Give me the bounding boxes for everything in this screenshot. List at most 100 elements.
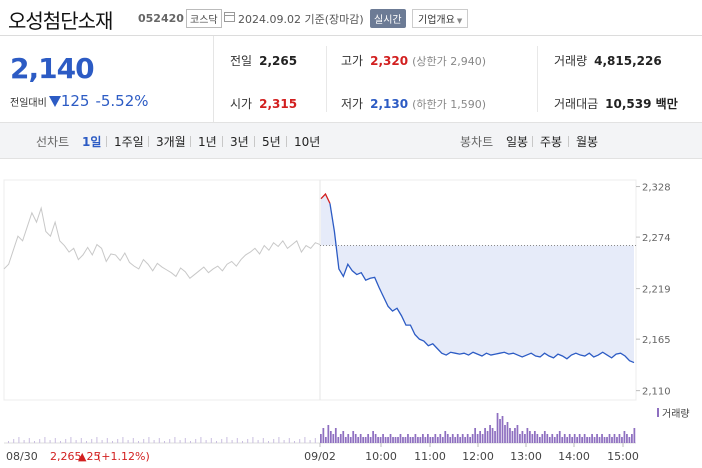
stat-label: 저가: [341, 97, 364, 111]
volume-bar: [481, 434, 484, 443]
volume-bar: [529, 431, 531, 443]
volume-bar: [75, 440, 77, 443]
volume-bar: [397, 437, 399, 443]
x-tick-label: 10:00: [365, 450, 397, 463]
volume-bar: [8, 441, 9, 443]
volume-bar: [546, 434, 549, 443]
x-tick-label: 11:00: [414, 450, 446, 463]
volume-bar: [221, 439, 223, 443]
volume-bar: [226, 437, 228, 443]
tab-3m[interactable]: 3개월: [156, 135, 186, 149]
volume-bar: [444, 431, 447, 443]
stat-trade-value: 거래대금 10,539 백만: [554, 95, 678, 112]
stat-value: 4,815,226: [594, 54, 662, 68]
stat-prev-close: 전일 2,265: [230, 52, 297, 69]
volume-bar: [449, 437, 452, 443]
volume-bar: [516, 425, 519, 443]
volume-bar: [337, 437, 340, 443]
volume-bar: [558, 431, 561, 443]
volume-bar: [469, 437, 472, 443]
volume-bar: [399, 434, 402, 443]
volume-bar: [200, 437, 202, 443]
volume-bar: [369, 437, 372, 443]
volume-bar: [44, 437, 46, 443]
tab-daily[interactable]: 일봉: [506, 135, 529, 149]
tab-10y[interactable]: 10년: [294, 135, 321, 149]
volume-bar: [566, 437, 569, 443]
volume-bar: [205, 440, 207, 443]
volume-bar: [543, 431, 546, 443]
volume-bar: [628, 437, 631, 443]
tab-monthly[interactable]: 월봉: [576, 135, 599, 149]
volume-bar: [252, 437, 254, 443]
volume-bar: [231, 440, 233, 443]
volume-bar: [598, 437, 601, 443]
volume-bar: [509, 428, 511, 443]
footer-prev-percent: (+1.12%): [97, 450, 150, 463]
stat-label: 고가: [341, 54, 364, 68]
stat-label: 거래량: [554, 54, 588, 68]
volume-bar: [556, 434, 559, 443]
volume-bar: [459, 437, 462, 443]
stat-value: 2,315: [259, 97, 298, 111]
volume-legend-swatch: [657, 408, 659, 417]
tab-1d[interactable]: 1일: [82, 135, 102, 149]
volume-bar: [54, 438, 56, 443]
volume-bar: [49, 440, 51, 443]
volume-bar: [611, 437, 613, 443]
volume-bar: [601, 434, 603, 443]
volume-bar: [362, 437, 365, 443]
volume-bar: [573, 434, 576, 443]
volume-bar: [593, 437, 596, 443]
volume-bar: [633, 428, 636, 443]
volume-bar: [112, 441, 113, 443]
tab-weekly[interactable]: 주봉: [540, 135, 563, 149]
volume-bar: [454, 437, 457, 443]
footer-prev-price: 2,265: [50, 450, 82, 463]
volume-bar: [591, 434, 593, 443]
volume-bar: [349, 437, 352, 443]
tab-3y[interactable]: 3년: [230, 135, 249, 149]
today-up-segment: [320, 192, 331, 204]
price-summary: 2,140 전일대비 125 -5.52% 전일 2,265 시가 2,315 고가 2,…: [0, 36, 702, 122]
realtime-badge[interactable]: 실시간: [370, 9, 406, 28]
volume-bar: [426, 434, 429, 443]
calendar-icon: [224, 12, 235, 22]
volume-bar: [247, 439, 249, 443]
volume-bar: [334, 428, 337, 443]
tab-1y[interactable]: 1년: [198, 135, 217, 149]
current-price: 2,140: [10, 52, 95, 85]
tab-5y[interactable]: 5년: [262, 135, 281, 149]
volume-bar: [283, 440, 285, 443]
stock-code: 052420: [138, 12, 184, 25]
divider: [148, 136, 149, 147]
volume-bar: [13, 439, 15, 443]
volume-bar: [464, 437, 467, 443]
change-label: 전일대비: [10, 98, 47, 109]
volume-bar: [456, 434, 459, 443]
stat-volume: 거래량 4,815,226: [554, 52, 662, 69]
volume-bar: [372, 431, 374, 443]
volume-bar: [327, 425, 330, 443]
y-tick-label: 2,219: [642, 285, 671, 296]
volume-bar: [608, 434, 611, 443]
company-info-button[interactable]: 기업개요 ▼: [412, 9, 469, 28]
volume-bar: [262, 438, 264, 443]
tab-1w[interactable]: 1주일: [114, 135, 144, 149]
stock-name: 오성첨단소재: [8, 9, 113, 33]
volume-bar: [320, 434, 322, 443]
volume-bar: [511, 431, 514, 443]
volume-bar: [476, 434, 479, 443]
volume-bar: [387, 437, 389, 443]
volume-bar: [91, 439, 93, 443]
stock-header: 오성첨단소재 052420 코스닥 2024.09.02 기준(장마감) 실시간…: [0, 0, 702, 36]
volume-bar: [304, 437, 306, 443]
stat-sub: (상한가 2,940): [412, 55, 486, 68]
volume-bar: [441, 437, 444, 443]
volume-bar: [70, 437, 72, 443]
volume-bar: [631, 434, 633, 443]
stat-value: 10,539 백만: [605, 97, 678, 111]
volume-bar: [568, 434, 571, 443]
volume-bar: [384, 437, 387, 443]
volume-bar: [466, 434, 469, 443]
